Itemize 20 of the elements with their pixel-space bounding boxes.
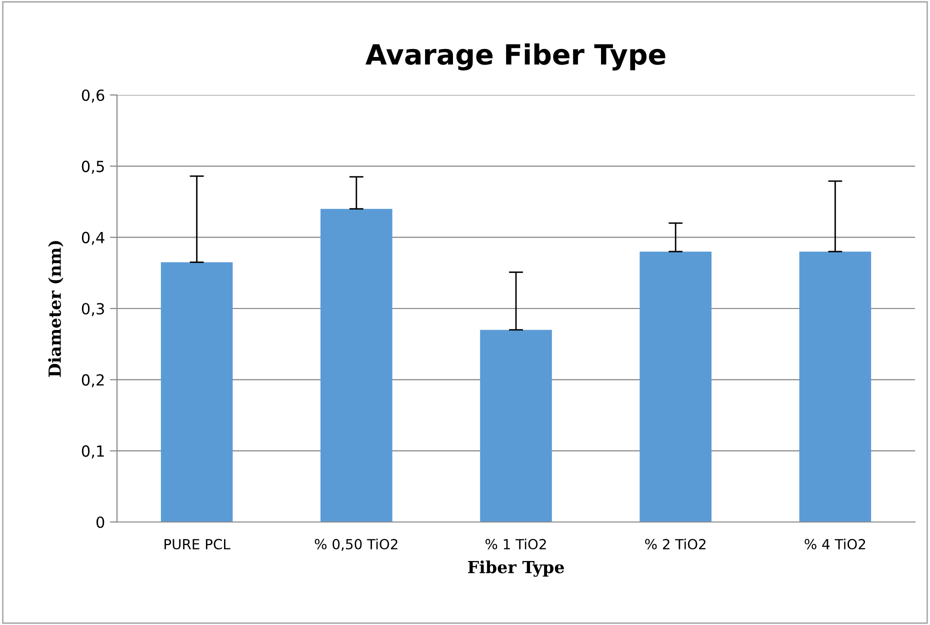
chart-title: Avarage Fiber Type bbox=[366, 43, 666, 70]
x-tick-label: % 0,50 TiO2 bbox=[314, 538, 398, 551]
bar bbox=[640, 252, 712, 522]
y-axis-title: Diameter (nm) bbox=[48, 240, 64, 377]
x-tick-label: % 4 TiO2 bbox=[804, 538, 866, 550]
y-tick-label: 0,5 bbox=[82, 160, 104, 174]
bar bbox=[480, 330, 552, 522]
x-tick-label: PURE PCL bbox=[164, 538, 230, 550]
bar bbox=[799, 252, 872, 522]
y-tick-label: 0,4 bbox=[82, 232, 104, 245]
x-axis-title: Fiber Type bbox=[468, 560, 564, 577]
x-tick-label: % 2 TiO2 bbox=[645, 538, 706, 550]
bar bbox=[320, 208, 392, 522]
y-tick-label: 0,3 bbox=[82, 302, 104, 316]
y-tick-label: 0,1 bbox=[82, 445, 104, 458]
bar bbox=[160, 262, 233, 522]
y-tick-label: 0,6 bbox=[82, 89, 104, 103]
y-tick-label: 0 bbox=[96, 516, 104, 528]
x-tick-label: % 1 TiO2 bbox=[485, 538, 546, 550]
y-tick-label: 0,2 bbox=[82, 374, 104, 388]
